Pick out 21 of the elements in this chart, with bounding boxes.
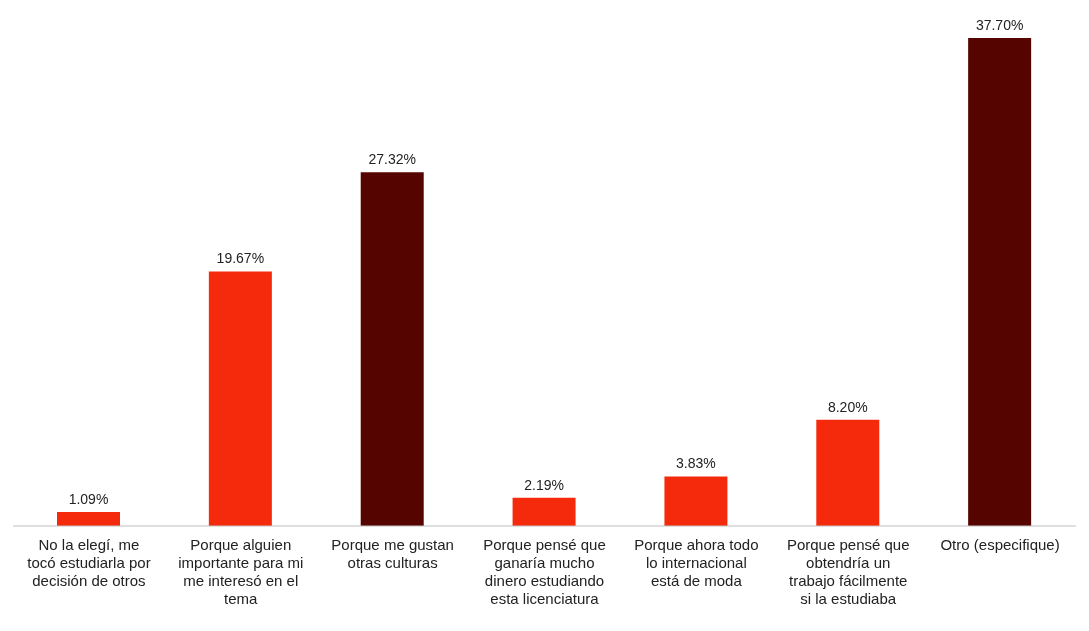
data-label: 2.19% xyxy=(524,476,564,493)
bar xyxy=(664,476,728,526)
bar xyxy=(968,38,1032,526)
bar xyxy=(208,271,272,526)
x-tick-label: Otro (especifique) xyxy=(940,536,1060,553)
x-tick-label: Porque pensé que obtendría un trabajo fácilmente si la estudiaba xyxy=(786,536,910,607)
bar xyxy=(360,172,424,526)
x-tick-label: No la elegí, me tocó estudiarla por decisión de otros xyxy=(27,536,151,589)
data-label: 3.83% xyxy=(676,455,716,472)
data-label: 37.70% xyxy=(975,17,1024,33)
bar xyxy=(512,497,576,526)
data-label: 8.20% xyxy=(827,398,868,415)
bar xyxy=(57,511,120,526)
data-label: 27.32% xyxy=(368,151,416,168)
x-tick-label: Porque alguien importante para mi me interesó en el tema xyxy=(178,536,304,607)
data-label: 1.09% xyxy=(68,490,109,507)
x-tick-label: Porque me gustan otras culturas xyxy=(331,536,454,571)
bar xyxy=(816,419,880,526)
x-tick-label: Porque pensé que ganaría mucho dinero estudiando esta licenciatura xyxy=(483,536,606,607)
x-tick-label: Porque ahora todo lo internacional está de moda xyxy=(634,536,759,589)
data-label: 19.67% xyxy=(216,250,265,267)
